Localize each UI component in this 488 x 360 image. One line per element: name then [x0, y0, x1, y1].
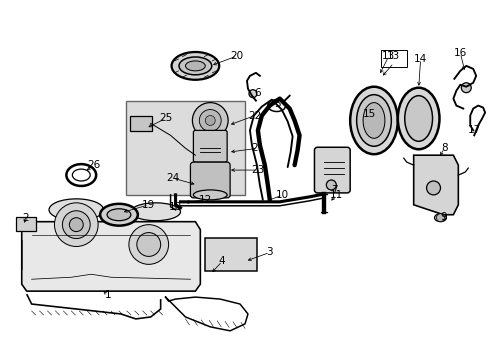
FancyBboxPatch shape [314, 147, 349, 193]
Circle shape [62, 211, 90, 239]
Ellipse shape [179, 57, 211, 75]
FancyBboxPatch shape [130, 116, 151, 131]
Text: 17: 17 [467, 125, 480, 135]
Circle shape [325, 180, 336, 190]
Text: 6: 6 [254, 88, 261, 98]
Ellipse shape [196, 166, 224, 184]
Polygon shape [21, 222, 200, 291]
Ellipse shape [193, 190, 226, 200]
Ellipse shape [397, 88, 439, 149]
Ellipse shape [100, 204, 138, 226]
FancyBboxPatch shape [126, 100, 244, 195]
Ellipse shape [356, 95, 390, 146]
Polygon shape [413, 155, 457, 215]
Circle shape [205, 116, 215, 125]
Circle shape [129, 225, 168, 264]
Circle shape [248, 90, 256, 98]
Ellipse shape [434, 214, 446, 222]
Text: 15: 15 [362, 108, 375, 118]
Text: 5: 5 [274, 99, 281, 109]
FancyBboxPatch shape [16, 217, 36, 231]
Ellipse shape [201, 170, 219, 180]
Ellipse shape [131, 203, 180, 221]
Ellipse shape [362, 103, 384, 138]
Ellipse shape [107, 209, 131, 221]
Circle shape [137, 233, 161, 256]
Text: 24: 24 [165, 173, 179, 183]
Ellipse shape [349, 87, 397, 154]
Text: 10: 10 [276, 190, 289, 200]
FancyBboxPatch shape [190, 162, 230, 198]
Text: 2: 2 [22, 213, 29, 223]
Circle shape [54, 203, 98, 247]
Text: 1: 1 [104, 290, 111, 300]
Ellipse shape [171, 52, 219, 80]
Ellipse shape [404, 96, 432, 141]
FancyBboxPatch shape [205, 238, 256, 271]
Ellipse shape [49, 199, 103, 221]
Ellipse shape [185, 61, 205, 71]
Text: 23: 23 [251, 165, 264, 175]
Circle shape [199, 109, 221, 131]
Text: 13: 13 [382, 51, 395, 61]
Text: 26: 26 [87, 160, 101, 170]
Text: 20: 20 [230, 51, 243, 61]
Text: 25: 25 [159, 113, 172, 123]
Text: 7: 7 [330, 185, 337, 195]
Text: 12: 12 [198, 195, 211, 205]
Circle shape [426, 181, 440, 195]
Text: 16: 16 [453, 48, 466, 58]
Circle shape [460, 83, 470, 93]
Text: 8: 8 [440, 143, 447, 153]
FancyBboxPatch shape [193, 130, 226, 162]
Text: 21: 21 [251, 143, 264, 153]
Circle shape [69, 218, 83, 231]
Text: 18: 18 [168, 202, 182, 212]
Text: 9: 9 [439, 212, 446, 222]
Circle shape [436, 214, 444, 222]
Circle shape [192, 103, 228, 138]
Text: 3: 3 [266, 247, 273, 257]
Text: 13: 13 [386, 51, 400, 61]
Text: 22: 22 [248, 111, 261, 121]
Text: 14: 14 [413, 54, 427, 64]
Text: 4: 4 [219, 256, 225, 266]
Text: 11: 11 [329, 190, 342, 200]
Text: 19: 19 [142, 200, 155, 210]
